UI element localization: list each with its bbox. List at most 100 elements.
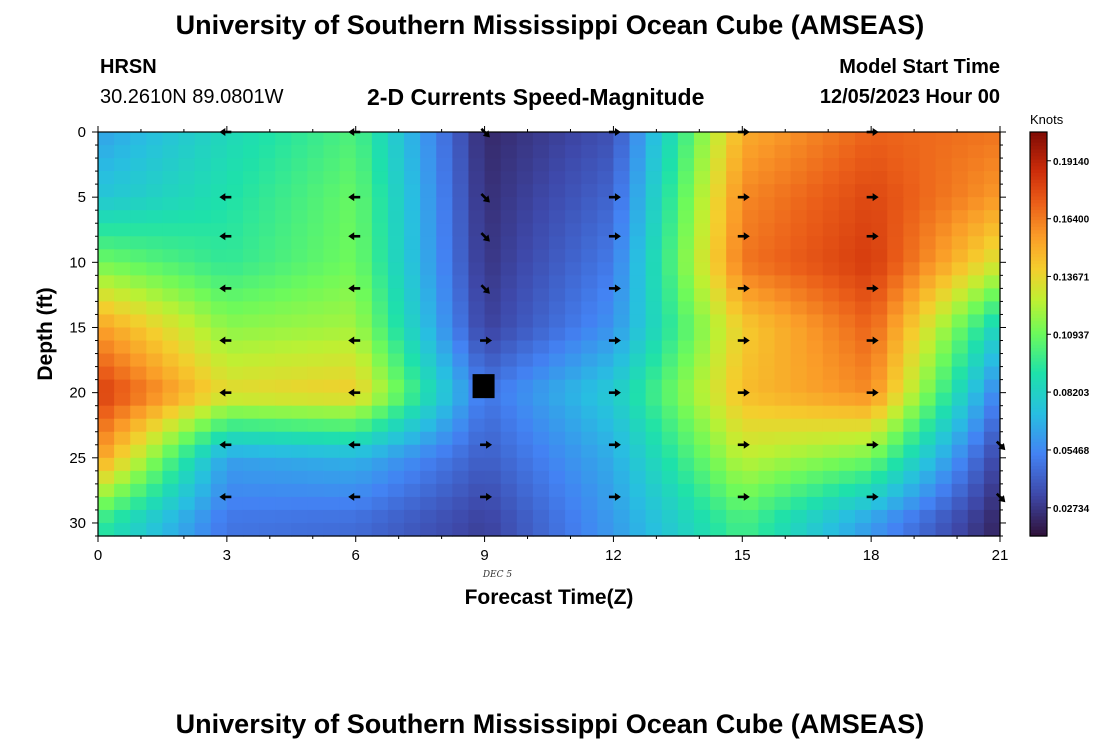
heatmap-cell	[758, 470, 776, 485]
heatmap-cell	[903, 158, 921, 172]
current-arrow	[219, 440, 232, 449]
heatmap-cell	[935, 223, 953, 237]
heatmap-cell	[114, 405, 131, 420]
heatmap-cell	[951, 444, 969, 459]
heatmap-cell	[629, 288, 647, 303]
heatmap-cell	[919, 158, 937, 172]
heatmap-cell	[500, 340, 518, 355]
heatmap-cell	[871, 132, 888, 146]
heatmap-cell	[323, 236, 341, 250]
heatmap-cell	[710, 275, 727, 289]
heatmap-cell	[500, 327, 518, 342]
heatmap-cell	[98, 236, 115, 250]
heatmap-cell	[323, 327, 341, 342]
colorbar-segment	[1030, 276, 1047, 281]
colorbar-segment	[1030, 283, 1047, 288]
heatmap-cell	[919, 197, 937, 211]
heatmap-cell	[291, 496, 308, 511]
heatmap-cell	[774, 470, 792, 485]
heatmap-cell	[532, 457, 550, 472]
heatmap-cell	[790, 223, 808, 237]
heatmap-cell	[790, 366, 808, 381]
heatmap-cell	[645, 392, 663, 407]
colorbar-segment	[1030, 280, 1047, 285]
heatmap-cell	[726, 496, 743, 511]
heatmap-cell	[500, 210, 518, 224]
heatmap-cell	[726, 327, 743, 342]
heatmap-cell	[935, 327, 953, 342]
heatmap-cell	[355, 405, 373, 420]
heatmap-cell	[242, 301, 260, 316]
current-arrow	[348, 284, 361, 293]
heatmap-cell	[710, 236, 727, 250]
heatmap-cell	[742, 340, 759, 355]
heatmap-cell	[935, 275, 953, 289]
heatmap-cell	[178, 171, 196, 185]
heatmap-cell	[98, 262, 115, 276]
heatmap-cell	[146, 145, 164, 159]
heatmap-cell	[855, 327, 872, 342]
heatmap-cell	[339, 236, 357, 250]
station-coordinates: 30.2610N 89.0801W	[100, 86, 284, 108]
heatmap-cell	[404, 340, 421, 355]
heatmap-cell	[291, 210, 308, 224]
heatmap-cell	[693, 314, 711, 329]
heatmap-cell	[677, 132, 695, 146]
heatmap-cell	[597, 431, 615, 446]
heatmap-cell	[838, 366, 856, 381]
heatmap-cell	[355, 496, 373, 511]
heatmap-cell	[323, 275, 341, 289]
heatmap-cell	[887, 236, 904, 250]
heatmap-cell	[983, 301, 1001, 316]
heatmap-cell	[629, 392, 647, 407]
heatmap-cell	[935, 483, 953, 498]
heatmap-cell	[98, 418, 115, 433]
heatmap-cell	[114, 431, 131, 446]
colorbar-segment	[1030, 428, 1047, 433]
colorbar-segment	[1030, 334, 1047, 338]
heatmap-cell	[693, 444, 711, 459]
heatmap-cell	[226, 327, 244, 342]
heatmap-cell	[645, 509, 663, 524]
heatmap-cell	[194, 158, 212, 172]
heatmap-cell	[855, 405, 872, 420]
heatmap-cell	[420, 392, 437, 407]
heatmap-cell	[371, 379, 389, 394]
heatmap-cell	[355, 522, 373, 537]
heatmap-cell	[259, 353, 276, 368]
heatmap-cell	[114, 158, 131, 172]
heatmap-cell	[855, 444, 872, 459]
heatmap-cell	[645, 353, 663, 368]
heatmap-cell	[178, 327, 196, 342]
heatmap-cell	[98, 379, 115, 394]
heatmap-cell	[613, 444, 631, 459]
heatmap-cell	[130, 496, 147, 511]
heatmap-cell	[822, 223, 840, 237]
current-arrow	[480, 336, 493, 345]
heatmap-cell	[838, 340, 856, 355]
colorbar-segment	[1030, 387, 1047, 392]
heatmap-cell	[838, 132, 856, 146]
heatmap-cell	[887, 379, 904, 394]
heatmap-cell	[532, 236, 550, 250]
heatmap-cell	[146, 483, 164, 498]
heatmap-cell	[903, 184, 921, 198]
heatmap-cell	[629, 444, 647, 459]
heatmap-cell	[371, 353, 389, 368]
heatmap-cell	[371, 262, 389, 276]
heatmap-cell	[387, 145, 405, 159]
heatmap-cell	[194, 392, 212, 407]
heatmap-cell	[210, 418, 228, 433]
heatmap-cell	[323, 418, 341, 433]
current-arrow	[866, 232, 879, 241]
heatmap-cell	[436, 171, 453, 185]
heatmap-cell	[790, 275, 808, 289]
heatmap-cell	[516, 197, 534, 211]
heatmap-cell	[130, 288, 147, 303]
heatmap-cell	[806, 457, 824, 472]
colorbar-segment	[1030, 236, 1047, 241]
heatmap-cell	[726, 353, 743, 368]
heatmap-cell	[983, 158, 1001, 172]
heatmap-cell	[130, 210, 147, 224]
heatmap-cell	[178, 223, 196, 237]
